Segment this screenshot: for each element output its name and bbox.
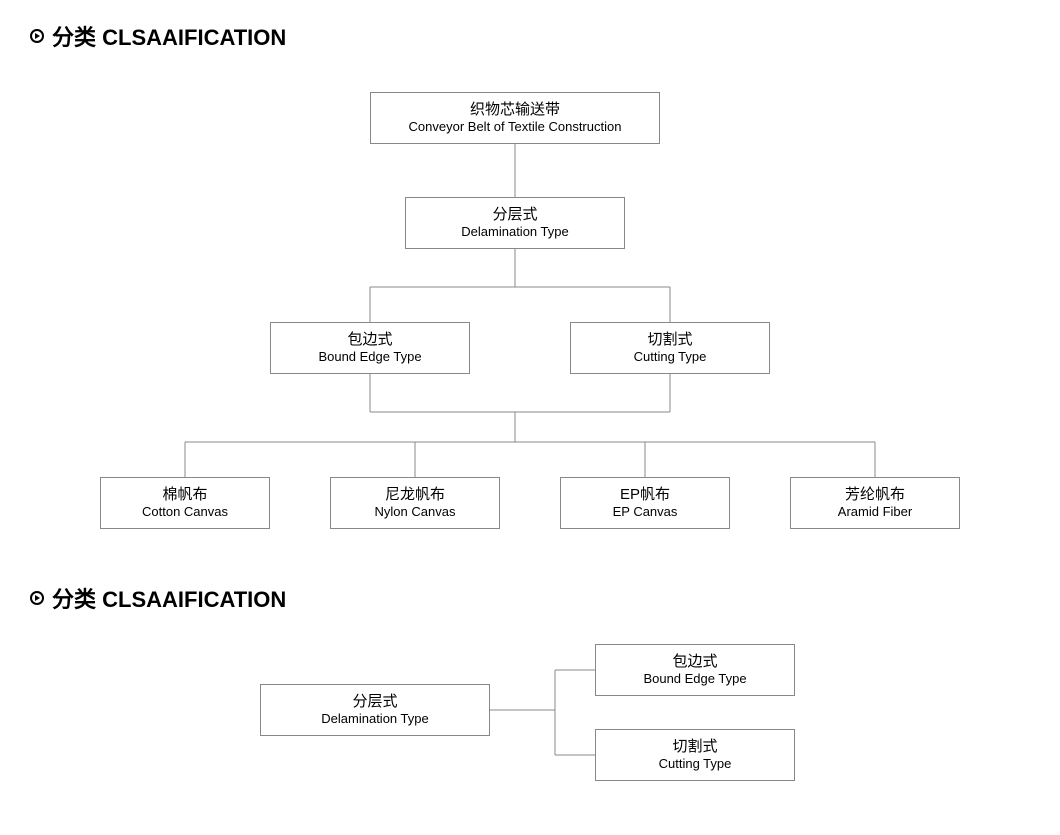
node-nylon-en: Nylon Canvas bbox=[375, 504, 456, 521]
node-bound-zh: 包边式 bbox=[347, 330, 392, 350]
section-1-title: 分类 CLSAAIFICATION bbox=[52, 20, 286, 52]
section-2-title: 分类 CLSAAIFICATION bbox=[52, 582, 286, 614]
classification-tree-2: 分层式Delamination Type 包边式Bound Edge Type 切割… bbox=[30, 634, 1030, 804]
section-1-title-en: CLSAAIFICATION bbox=[102, 25, 286, 50]
node-ep: EP帆布EP Canvas bbox=[560, 477, 730, 529]
node-cut2-zh: 切割式 bbox=[672, 737, 717, 757]
node-nylon: 尼龙帆布Nylon Canvas bbox=[330, 477, 500, 529]
node-aramid-zh: 芳纶帆布 bbox=[845, 485, 905, 505]
node-delam2-zh: 分层式 bbox=[352, 692, 397, 712]
node-aramid-en: Aramid Fiber bbox=[838, 504, 912, 521]
section-2-title-zh: 分类 bbox=[52, 587, 96, 612]
node-cut-zh: 切割式 bbox=[647, 330, 692, 350]
node-cotton-zh: 棉帆布 bbox=[162, 485, 207, 505]
node-root-en: Conveyor Belt of Textile Construction bbox=[409, 119, 622, 136]
node-nylon-zh: 尼龙帆布 bbox=[385, 485, 445, 505]
node-cotton: 棉帆布Cotton Canvas bbox=[100, 477, 270, 529]
section-2-header: 分类 CLSAAIFICATION bbox=[30, 582, 1030, 614]
node-cut2-en: Cutting Type bbox=[659, 756, 732, 773]
node-bound2-zh: 包边式 bbox=[672, 652, 717, 672]
section-1-header: 分类 CLSAAIFICATION bbox=[30, 20, 1030, 52]
node-bound2: 包边式Bound Edge Type bbox=[595, 644, 795, 696]
node-cut: 切割式Cutting Type bbox=[570, 322, 770, 374]
section-1-title-zh: 分类 bbox=[52, 25, 96, 50]
node-cut2: 切割式Cutting Type bbox=[595, 729, 795, 781]
classification-tree-1: 织物芯输送带Conveyor Belt of Textile Construct… bbox=[30, 72, 1030, 542]
node-delam-zh: 分层式 bbox=[492, 205, 537, 225]
node-bound2-en: Bound Edge Type bbox=[643, 671, 746, 688]
node-delam2-en: Delamination Type bbox=[321, 711, 428, 728]
play-icon bbox=[30, 29, 44, 43]
node-ep-zh: EP帆布 bbox=[620, 485, 670, 505]
node-cotton-en: Cotton Canvas bbox=[142, 504, 228, 521]
play-icon bbox=[30, 591, 44, 605]
node-root-zh: 织物芯输送带 bbox=[470, 100, 560, 120]
node-bound: 包边式Bound Edge Type bbox=[270, 322, 470, 374]
node-delam-en: Delamination Type bbox=[461, 224, 568, 241]
node-cut-en: Cutting Type bbox=[634, 349, 707, 366]
node-bound-en: Bound Edge Type bbox=[318, 349, 421, 366]
section-2-title-en: CLSAAIFICATION bbox=[102, 587, 286, 612]
node-aramid: 芳纶帆布Aramid Fiber bbox=[790, 477, 960, 529]
node-delam2: 分层式Delamination Type bbox=[260, 684, 490, 736]
node-root: 织物芯输送带Conveyor Belt of Textile Construct… bbox=[370, 92, 660, 144]
node-delam: 分层式Delamination Type bbox=[405, 197, 625, 249]
node-ep-en: EP Canvas bbox=[613, 504, 678, 521]
